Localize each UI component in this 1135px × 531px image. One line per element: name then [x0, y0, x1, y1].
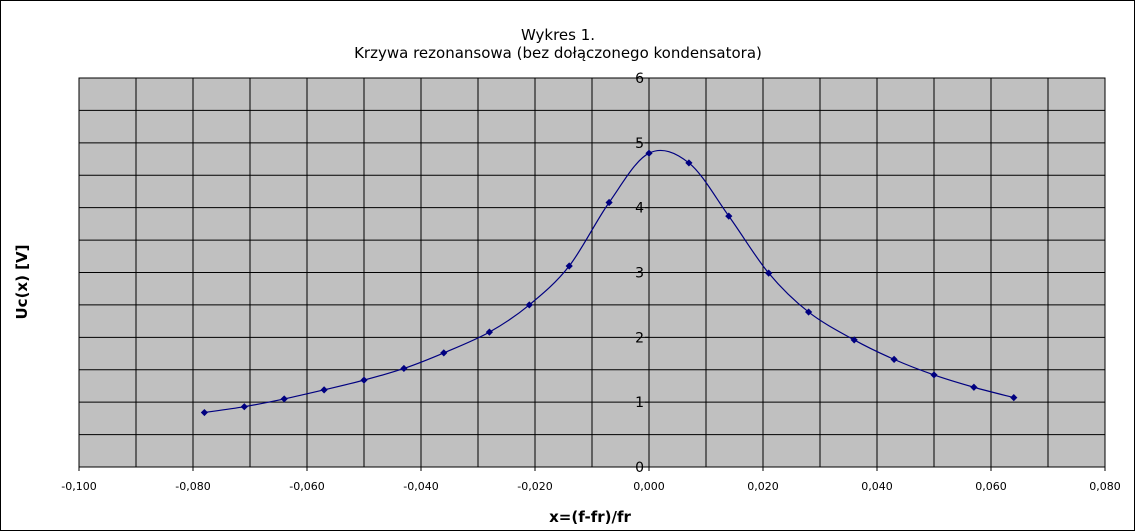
- y-tick-label: 0: [635, 460, 644, 476]
- x-tick-label: 0,000: [633, 480, 665, 493]
- series-layer: [200, 149, 1018, 417]
- chart-title-line1: Wykres 1.: [521, 26, 595, 44]
- x-tick-label: 0,080: [1089, 480, 1121, 493]
- x-tick-label: -0,100: [61, 480, 96, 493]
- data-point: [360, 376, 368, 384]
- data-point: [485, 328, 493, 336]
- y-tick-label: 4: [635, 201, 644, 217]
- chart-title-line2: Krzywa rezonansowa (bez dołączonego kond…: [354, 44, 762, 62]
- x-tick-label: -0,060: [289, 480, 324, 493]
- y-axis-label: Uc(x) [V]: [13, 245, 31, 320]
- y-axis-ticks: 0 1 2 3 4 5 6: [635, 71, 650, 476]
- data-point: [970, 383, 978, 391]
- x-tick-label: -0,020: [517, 480, 552, 493]
- x-tick-label: 0,020: [747, 480, 779, 493]
- x-tick-label: -0,080: [175, 480, 210, 493]
- x-tick-label: 0,040: [861, 480, 893, 493]
- x-tick-label: 0,060: [975, 480, 1007, 493]
- data-point: [645, 149, 653, 157]
- y-tick-label: 6: [635, 71, 644, 87]
- data-point: [850, 336, 858, 344]
- data-point: [440, 349, 448, 357]
- data-point: [605, 198, 613, 207]
- data-point: [240, 403, 248, 411]
- plot-area: [78, 77, 1106, 468]
- y-tick-label: 2: [635, 330, 644, 346]
- x-axis-label: x=(f-fr)/fr: [549, 508, 631, 526]
- y-tick-label: 3: [635, 266, 644, 282]
- data-point: [525, 301, 533, 309]
- y-tick-label: 1: [635, 395, 644, 411]
- data-point: [890, 355, 898, 363]
- data-point: [765, 269, 773, 277]
- data-point: [200, 408, 208, 417]
- data-point: [725, 212, 733, 220]
- x-axis-ticks: -0,100 -0,080 -0,060 -0,040 -0,020 0,000 0,020…: [61, 467, 1121, 493]
- data-point: [320, 386, 328, 394]
- data-point: [280, 395, 288, 403]
- data-point: [1010, 394, 1018, 402]
- data-point: [685, 159, 693, 167]
- data-point: [400, 364, 408, 373]
- data-point: [930, 371, 938, 379]
- data-point: [805, 308, 813, 316]
- y-tick-label: 5: [635, 136, 644, 152]
- data-point: [565, 262, 573, 270]
- x-tick-label: -0,040: [403, 480, 438, 493]
